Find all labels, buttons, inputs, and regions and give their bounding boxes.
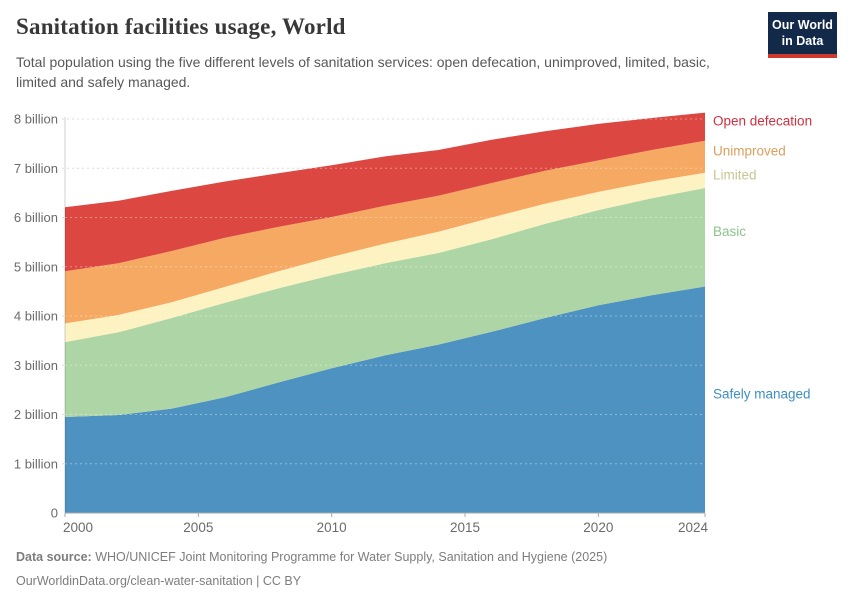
area-basic[interactable]	[65, 188, 705, 417]
area-unimproved[interactable]	[65, 140, 705, 324]
area-limited[interactable]	[65, 172, 705, 343]
owid-logo-line2: in Data	[781, 34, 824, 49]
chart-footer: Data source: WHO/UNICEF Joint Monitoring…	[16, 546, 607, 594]
x-tick-label-2015: 2015	[450, 520, 480, 535]
y-tick-label-1: 1 billion	[14, 456, 58, 471]
legend-label-limited[interactable]: Limited	[713, 167, 757, 182]
y-tick-label-6: 6 billion	[14, 210, 58, 225]
area-open-defecation[interactable]	[65, 112, 705, 272]
datasource-line: Data source: WHO/UNICEF Joint Monitoring…	[16, 546, 607, 570]
datasource-label: Data source:	[16, 550, 92, 564]
datasource-text: WHO/UNICEF Joint Monitoring Programme fo…	[95, 550, 608, 564]
owid-logo-line1: Our World	[772, 18, 833, 32]
legend-label-safely-managed[interactable]: Safely managed	[713, 387, 811, 402]
area-safely-managed[interactable]	[65, 286, 705, 514]
y-tick-label-4: 4 billion	[14, 309, 58, 324]
y-tick-label-8: 8 billion	[14, 112, 58, 127]
x-tick-label-2005: 2005	[183, 520, 213, 535]
y-tick-label-5: 5 billion	[14, 259, 58, 274]
x-tick-label-2020: 2020	[583, 520, 613, 535]
page-title: Sanitation facilities usage, World	[16, 14, 346, 39]
footer-url[interactable]: OurWorldinData.org/clean-water-sanitatio…	[16, 573, 253, 588]
footer-license: | CC BY	[256, 573, 302, 588]
owid-logo[interactable]: Our World in Data	[768, 12, 837, 58]
y-tick-label-2: 2 billion	[14, 407, 58, 422]
y-tick-label-0: 0	[51, 506, 58, 521]
legend-label-basic[interactable]: Basic	[713, 224, 746, 239]
y-tick-label-7: 7 billion	[14, 161, 58, 176]
legend-label-open-defecation[interactable]: Open defecation	[713, 114, 812, 129]
y-tick-label-3: 3 billion	[14, 358, 58, 373]
x-tick-label-2024: 2024	[678, 520, 709, 535]
legend-label-unimproved[interactable]: Unimproved	[713, 144, 786, 159]
x-tick-label-2000: 2000	[63, 520, 93, 535]
chart-subtitle: Total population using the five differen…	[16, 54, 710, 91]
x-tick-label-2010: 2010	[317, 520, 347, 535]
license-line: OurWorldinData.org/clean-water-sanitatio…	[16, 570, 607, 594]
